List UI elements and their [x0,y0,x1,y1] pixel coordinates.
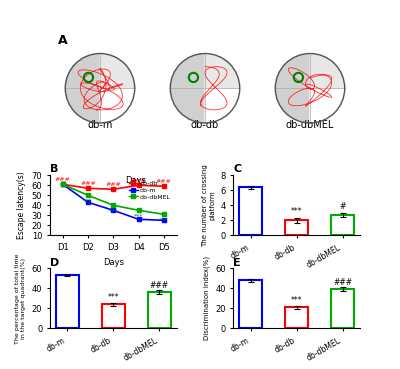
Text: ***: *** [159,218,168,223]
Wedge shape [205,88,240,123]
Text: db-m: db-m [87,120,113,130]
Text: ***: *** [108,209,118,214]
Bar [331,215,354,235]
Y-axis label: Discrimination index(%): Discrimination index(%) [203,256,210,341]
Wedge shape [310,88,345,123]
Text: Days: Days [126,176,146,186]
Text: db-db: db-db [191,120,219,130]
Text: D: D [50,258,59,268]
Text: ***: *** [291,296,302,306]
Text: ###: ### [80,181,96,186]
Text: E: E [234,258,241,268]
Text: A: A [58,34,67,46]
X-axis label: Days: Days [103,258,124,266]
Text: ***: *** [83,199,93,204]
Legend: db-db, db-m, db-dbMEL: db-db, db-m, db-dbMEL [126,178,174,202]
Text: ###: ### [55,177,70,182]
Circle shape [275,54,345,123]
Text: db-dbMEL: db-dbMEL [286,120,334,130]
Circle shape [65,54,135,123]
Text: ###: ### [105,182,121,187]
Y-axis label: The number of crossing
platform: The number of crossing platform [202,164,215,246]
Bar [239,280,262,328]
Bar [56,275,79,328]
Bar [285,220,308,235]
Wedge shape [100,54,135,88]
Text: #: # [340,202,346,211]
Text: ***: *** [108,293,119,302]
Wedge shape [100,88,135,123]
Bar [285,307,308,328]
Wedge shape [310,54,345,88]
Y-axis label: The percentage of total time
in the target quadrant(%): The percentage of total time in the targ… [15,253,26,344]
Bar [331,289,354,328]
Text: ###: ### [156,179,172,184]
Text: ***: *** [134,214,143,219]
Y-axis label: Escape latency(s): Escape latency(s) [17,172,26,239]
Circle shape [170,54,240,123]
Text: C: C [234,165,242,175]
Text: ***: *** [291,207,302,216]
Bar [148,292,171,328]
Text: ###: ### [150,281,169,290]
Bar [102,304,125,328]
Bar [239,187,262,235]
Text: B: B [50,165,58,175]
Wedge shape [205,54,240,88]
Text: ###: ### [333,278,352,287]
Text: ###: ### [131,178,146,183]
